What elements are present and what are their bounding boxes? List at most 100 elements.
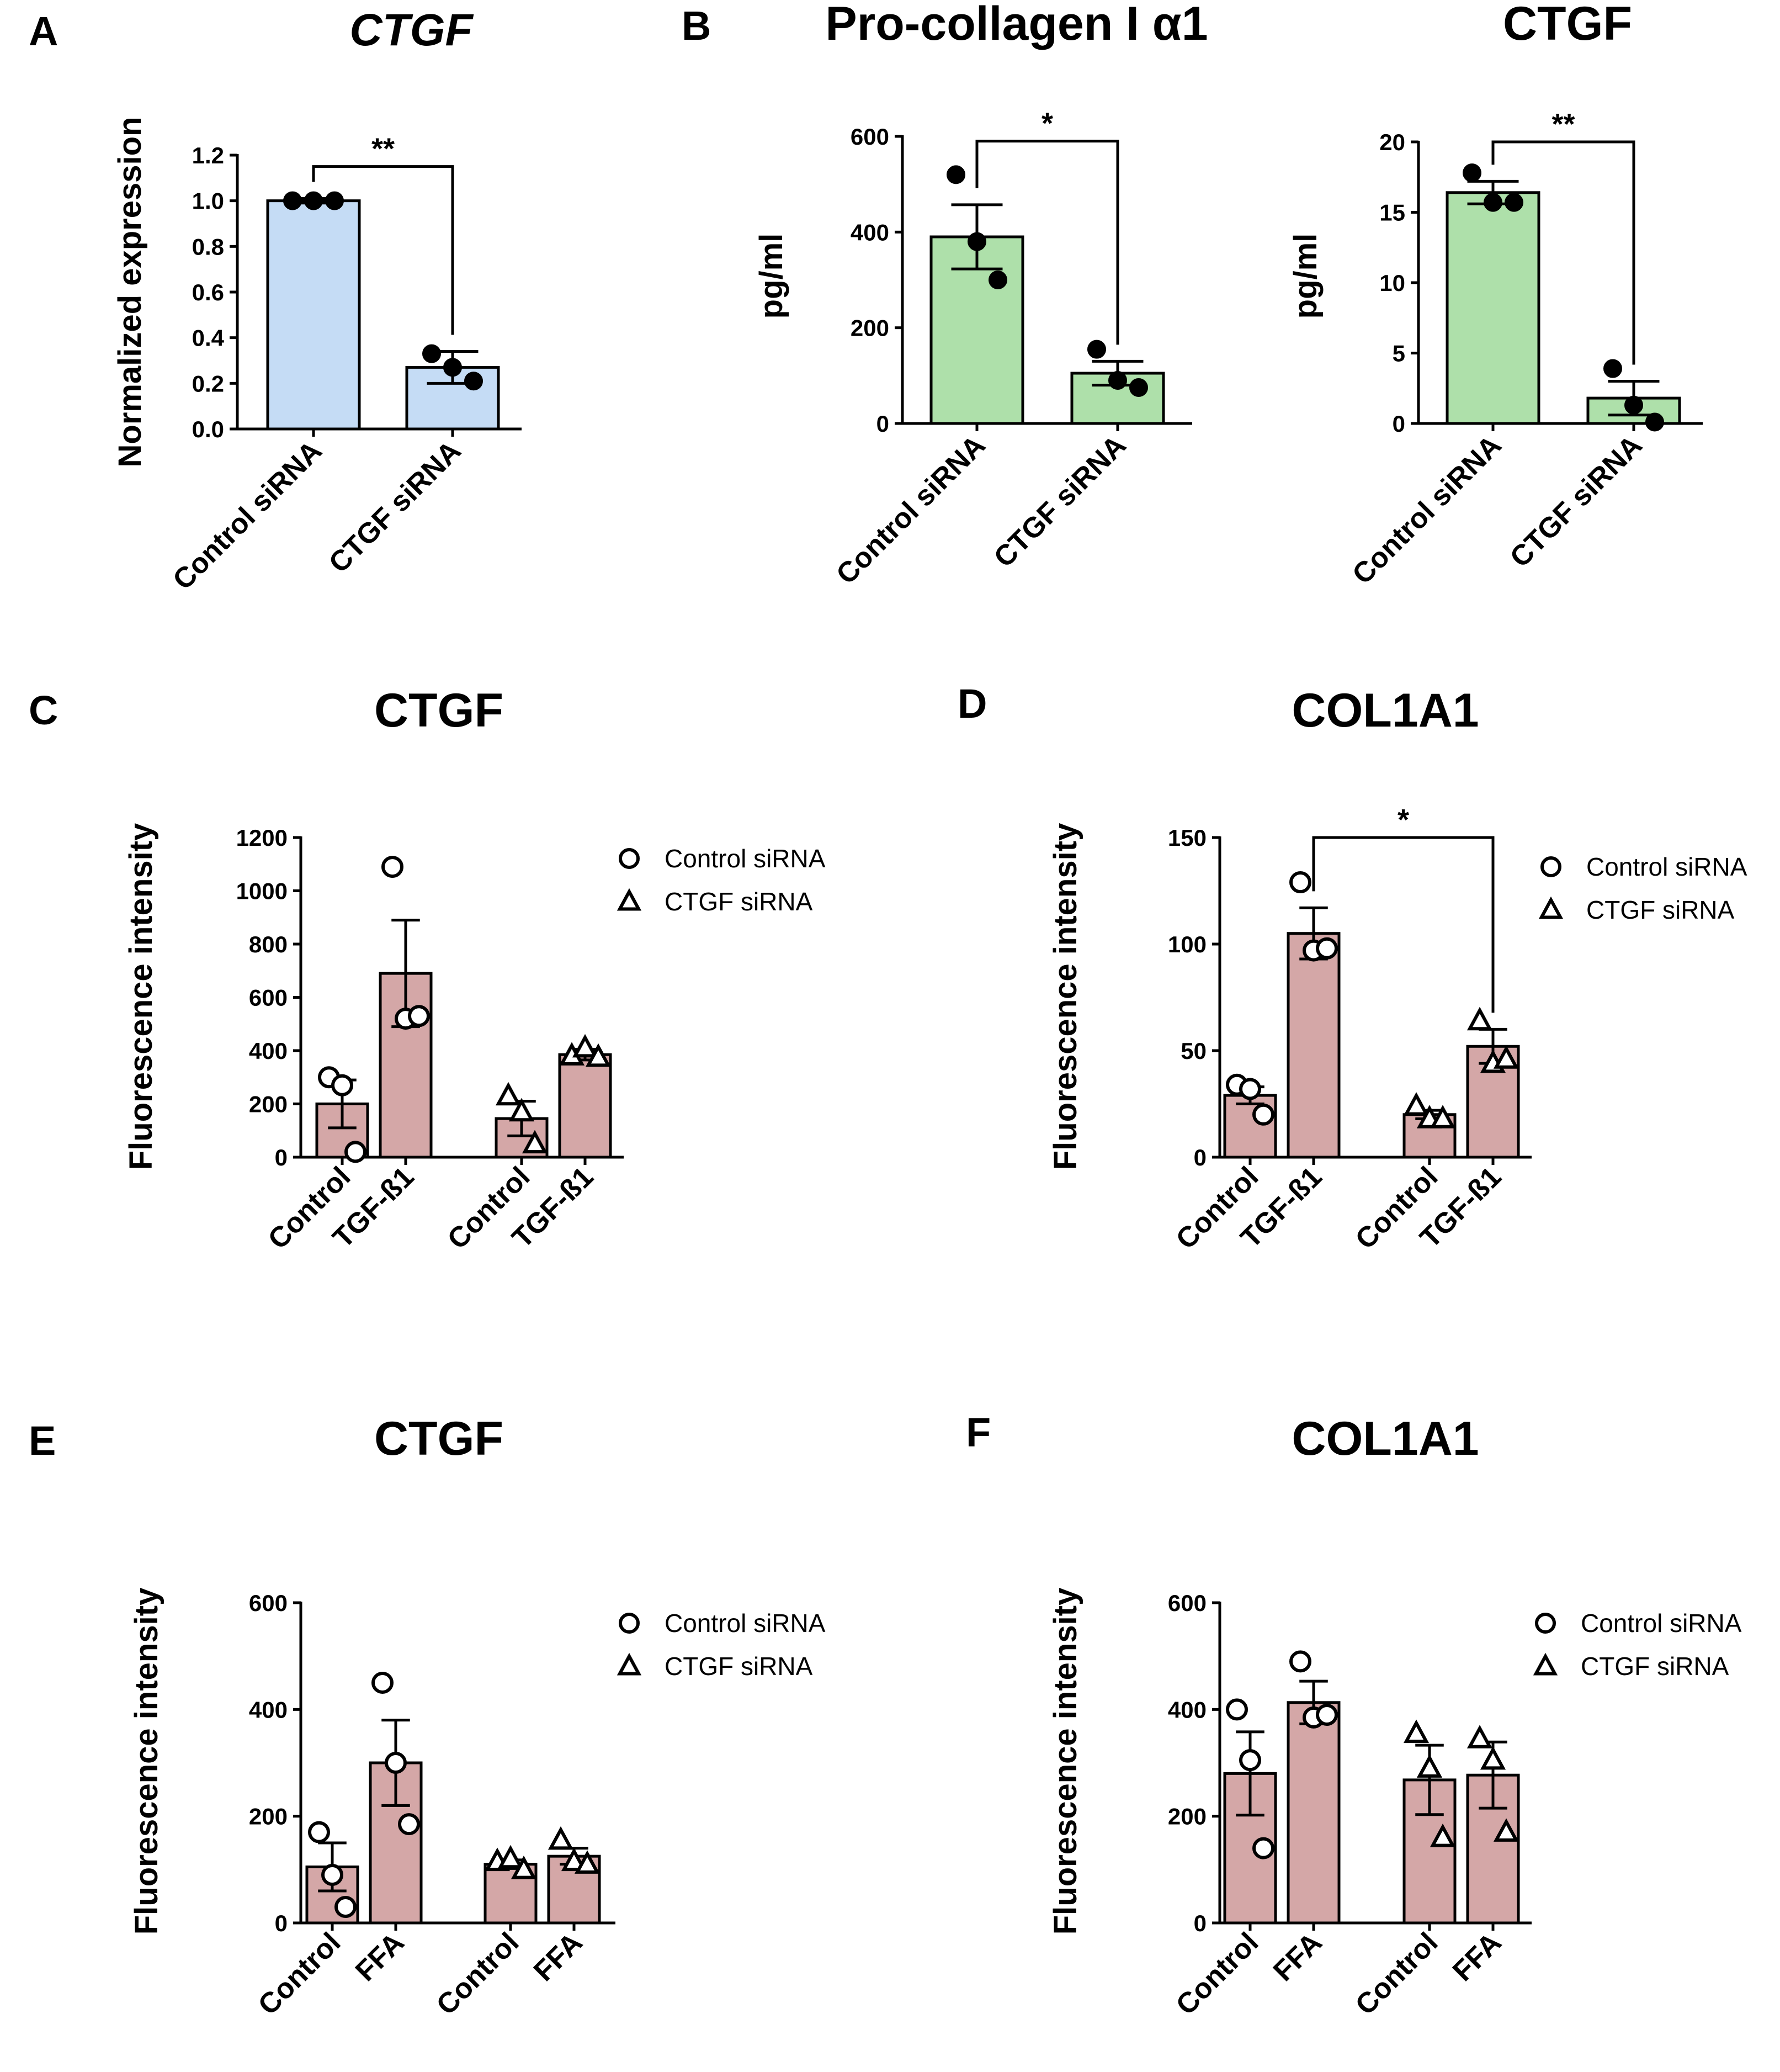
data-point [1505, 193, 1523, 212]
data-point [1108, 371, 1127, 390]
x-tick-label: Control [1170, 1926, 1265, 2021]
data-point [1316, 937, 1338, 960]
chart-title: CTGF [1503, 0, 1632, 50]
y-tick-label: 15 [1379, 200, 1405, 226]
data-point [1403, 1719, 1430, 1744]
data-point [572, 1034, 598, 1058]
x-tick-label: Control [431, 1926, 525, 2021]
y-tick-label: 0 [1194, 1144, 1207, 1170]
legend-marker [617, 1652, 642, 1676]
legend-marker [1538, 896, 1564, 919]
legend-label: Control siRNA [665, 1609, 826, 1638]
y-tick-label: 0 [876, 411, 889, 437]
data-point [1480, 1746, 1506, 1770]
y-tick-label: 0 [275, 1910, 288, 1936]
data-point [989, 271, 1007, 289]
y-tick-label: 200 [851, 315, 889, 341]
x-tick-label: Control siRNA [167, 434, 328, 596]
data-point [508, 1098, 535, 1122]
panel-letter: B [682, 3, 711, 49]
y-tick-label: 400 [249, 1038, 288, 1064]
data-point [1316, 1704, 1338, 1726]
data-point [464, 372, 483, 391]
data-point [1239, 1749, 1261, 1772]
data-point [321, 1864, 343, 1886]
data-point [947, 165, 965, 184]
significance-bracket [975, 140, 1119, 345]
legend-marker [1540, 856, 1561, 877]
chart-F: F COL1A1 Fluorescence intensity 0 200 400 600 C… [966, 1409, 1742, 2021]
bar [266, 199, 361, 431]
data-point [1430, 1824, 1456, 1847]
y-tick-label: 0 [275, 1144, 288, 1170]
data-point [1484, 193, 1502, 212]
data-point [574, 1850, 601, 1874]
chart-title: CTGF [349, 5, 474, 55]
legend-label: CTGF siRNA [1581, 1652, 1729, 1681]
data-point [1493, 1045, 1519, 1069]
y-axis-label: Fluorescence intensity [129, 1588, 164, 1935]
chart-A: A CTGF Normalized expression 0.0 0.2 0.4 0.6 0.… [29, 5, 522, 596]
chart-E: E CTGF Fluorescence intensity 0 200 400 600 Con… [29, 1412, 826, 2021]
x-tick-label: FFA [1447, 1926, 1507, 1987]
y-tick-label: 200 [249, 1091, 288, 1117]
x-tick-label: Control [1349, 1926, 1444, 2021]
chart-title: COL1A1 [1292, 684, 1479, 737]
chart-title: Pro-collagen I α1 [825, 0, 1208, 50]
x-tick-label: CTGF siRNA [988, 429, 1133, 574]
legend-marker [619, 1613, 640, 1634]
significance-label: * [1042, 107, 1053, 140]
panel-letter: F [966, 1409, 991, 1455]
data-point [1463, 163, 1481, 183]
legend-marker [1535, 1613, 1556, 1634]
x-tick-label: Control siRNA [1346, 429, 1507, 590]
y-tick-label: 400 [1168, 1697, 1207, 1723]
data-point [398, 1813, 420, 1836]
data-point [1416, 1754, 1443, 1778]
data-point [1430, 1105, 1456, 1128]
y-tick-label: 0.6 [192, 279, 224, 305]
bar [558, 1053, 612, 1159]
legend-label: CTGF siRNA [665, 887, 813, 916]
legend-label: Control siRNA [665, 844, 826, 873]
data-point [1252, 1837, 1274, 1859]
legend-label: Control siRNA [1581, 1609, 1742, 1638]
y-tick-label: 0.8 [192, 234, 224, 259]
data-point [1624, 395, 1643, 415]
legend-label: CTGF siRNA [1586, 895, 1735, 924]
y-tick-label: 5 [1393, 341, 1405, 367]
data-point [968, 232, 986, 251]
y-tick-label: 400 [249, 1697, 288, 1723]
y-tick-label: 150 [1168, 825, 1207, 851]
data-point [1289, 1650, 1311, 1673]
significance-bracket [1491, 140, 1635, 365]
legend-marker [1533, 1652, 1558, 1676]
y-axis-label: pg/ml [753, 234, 789, 319]
data-point [497, 1845, 524, 1869]
data-point [1252, 1103, 1274, 1126]
data-point [381, 856, 403, 878]
y-tick-label: 0.2 [192, 370, 224, 396]
data-point [1129, 378, 1148, 397]
bar [1287, 1701, 1341, 1925]
chart-D: D COL1A1 Fluorescence intensity 0 50 100 150 Co… [958, 681, 1747, 1255]
y-tick-label: 600 [249, 1590, 288, 1616]
y-axis-label: Normalized expression [112, 117, 148, 468]
x-tick-label: FFA [349, 1926, 410, 1987]
data-point [1239, 1078, 1261, 1100]
significance-label: * [1398, 803, 1409, 836]
x-tick-label: Control siRNA [830, 429, 991, 590]
y-tick-label: 800 [249, 931, 288, 957]
data-point [1226, 1698, 1248, 1721]
data-point [561, 1847, 587, 1872]
x-tick-label: FFA [1267, 1926, 1328, 1987]
y-tick-label: 0 [1393, 411, 1405, 437]
data-point [585, 1043, 612, 1067]
data-point [344, 1141, 366, 1163]
chart-title: COL1A1 [1292, 1412, 1479, 1465]
y-tick-label: 200 [249, 1804, 288, 1830]
y-tick-label: 0.4 [192, 325, 225, 351]
chart-title: CTGF [374, 684, 503, 737]
